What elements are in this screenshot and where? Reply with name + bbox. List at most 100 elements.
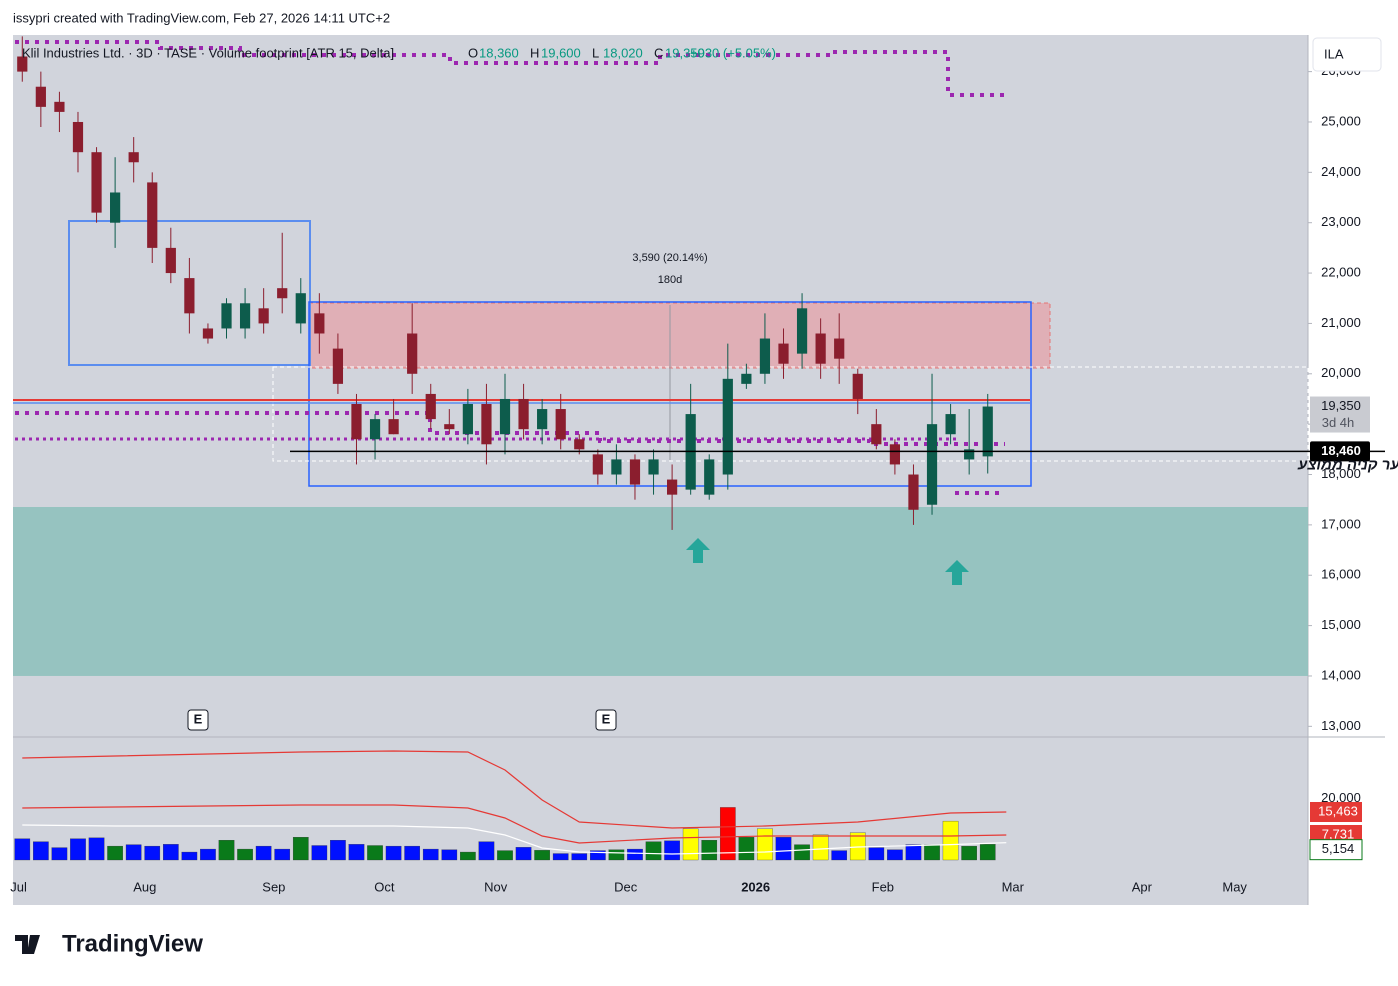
change: +930 (+5.05%) <box>690 45 776 60</box>
candle-body <box>945 414 956 435</box>
volume-bar <box>460 851 476 861</box>
volume-bar <box>200 848 216 861</box>
candle-body <box>666 479 678 495</box>
candle-body <box>908 474 919 510</box>
arrow-up <box>686 538 710 563</box>
zone <box>308 302 1051 369</box>
candle-body <box>926 424 938 505</box>
candle-body <box>518 398 529 430</box>
candle-body <box>128 152 139 163</box>
last-price-tag <box>1310 396 1370 433</box>
candle-body <box>314 313 325 334</box>
time-axis-bg <box>13 870 1308 905</box>
measure-box <box>272 366 1309 462</box>
volume-bar <box>552 853 569 861</box>
candle-body <box>72 121 84 153</box>
volume-bar <box>682 828 699 861</box>
candle-body <box>425 393 436 420</box>
volume-bar <box>979 844 996 861</box>
ohlc-value: 18,020 <box>603 45 643 60</box>
candle-body <box>815 333 826 364</box>
chart-bg <box>13 35 1385 905</box>
ohlc-key: C <box>654 45 663 60</box>
volume-bar <box>868 847 885 861</box>
volume-bar <box>125 844 142 861</box>
y-tick-label: 17,000 <box>1321 516 1361 531</box>
event-label: E <box>602 711 611 726</box>
volume-bar <box>794 844 810 861</box>
volume-bar <box>237 848 253 861</box>
logo-text: TradingView <box>62 930 203 957</box>
candle-body <box>741 373 752 384</box>
candle-body <box>481 404 492 445</box>
symbol: Klil Industries Ltd. · 3D · TASE · Volum… <box>22 45 394 60</box>
volume-bar <box>942 820 959 861</box>
candle-body <box>555 409 566 440</box>
candle-body <box>17 56 28 72</box>
x-tick-label: Aug <box>133 879 156 894</box>
event-badge[interactable] <box>187 709 209 731</box>
volume-band <box>22 804 1007 844</box>
candle-body <box>295 293 306 324</box>
volume-bar <box>664 840 680 861</box>
x-tick-label: Mar <box>1002 879 1025 894</box>
candle-body <box>889 444 901 465</box>
x-tick-label: May <box>1222 879 1247 894</box>
logo-mark <box>15 935 40 954</box>
volume-bar <box>33 841 49 861</box>
volume-bar <box>163 844 179 861</box>
candle-body <box>964 449 975 460</box>
measure-days: 180d <box>658 274 682 286</box>
y-tick-label: 20,000 <box>1321 790 1361 805</box>
x-tick-label: Apr <box>1132 879 1153 894</box>
volume-bar <box>274 848 291 861</box>
volume-bar <box>738 837 755 861</box>
volume-bar <box>961 845 977 861</box>
range-box <box>68 220 311 366</box>
volume-bar <box>590 850 606 861</box>
volume-bar <box>348 844 365 861</box>
volume-bar <box>757 828 773 861</box>
volume-bar <box>812 834 829 861</box>
y-tick-label: 25,000 <box>1321 113 1361 128</box>
x-tick-label: Sep <box>262 879 285 894</box>
measure-text: 3,590 (20.14%) <box>632 252 707 264</box>
volume-bar <box>330 839 346 861</box>
volume-bar <box>924 844 940 861</box>
candle-body <box>834 338 845 359</box>
volume-bar <box>701 839 718 861</box>
volume-band <box>22 824 1007 855</box>
y-tick-label: 20,000 <box>1321 365 1361 380</box>
volume-band <box>22 750 1007 829</box>
credit: issypri created with TradingView.com, Fe… <box>13 10 390 25</box>
y-tick-label: 18,000 <box>1321 466 1361 481</box>
candle-body <box>147 182 158 248</box>
volume-bar <box>478 841 495 861</box>
volume-band-label: 7,731 <box>1322 826 1355 841</box>
candle-body <box>258 308 269 324</box>
currency-button[interactable] <box>1312 37 1382 72</box>
volume-bar <box>218 839 235 861</box>
logo-mark <box>30 935 36 941</box>
last-price-countdown: 3d 4h <box>1322 415 1355 430</box>
candle-body <box>239 303 251 329</box>
candle-body <box>629 459 641 485</box>
x-tick-label: Nov <box>484 879 508 894</box>
volume-bar <box>719 807 736 861</box>
volume-bar <box>70 838 86 861</box>
volume-bar <box>14 838 31 861</box>
candle-body <box>611 459 622 475</box>
candle-body <box>574 439 585 450</box>
candle-body <box>351 404 362 440</box>
event-badge[interactable] <box>595 709 617 731</box>
candle-body <box>759 338 771 374</box>
candle-body <box>221 303 232 329</box>
y-tick-label: 23,000 <box>1321 214 1361 229</box>
last-price-label: 19,350 <box>1321 398 1361 413</box>
candle-body <box>369 419 381 440</box>
volume-bar <box>51 847 68 861</box>
price-axis-bg <box>1308 35 1385 905</box>
volume-bar <box>107 845 123 861</box>
volume-band-label: 15,463 <box>1318 803 1358 818</box>
ohlc-value: 19,600 <box>541 45 581 60</box>
